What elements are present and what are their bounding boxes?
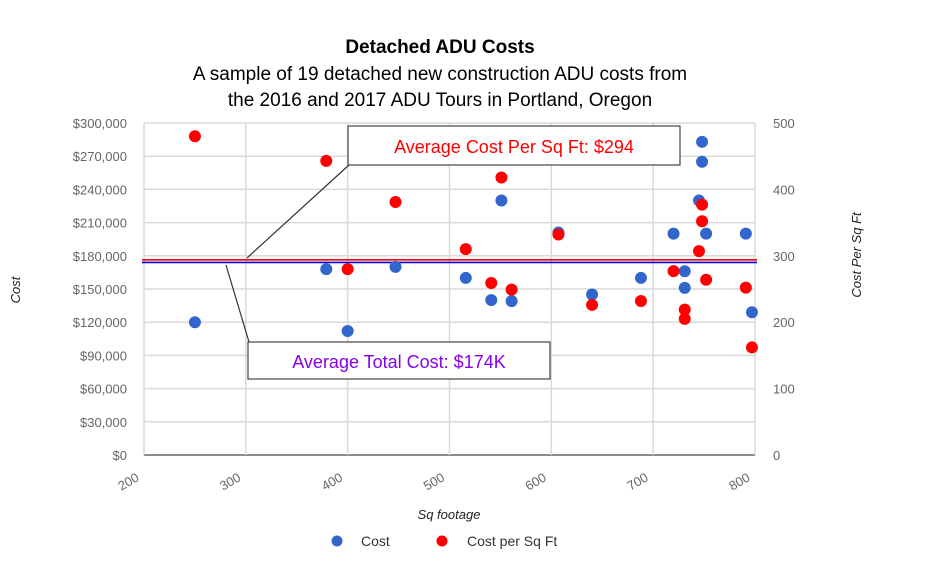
point-cost-per-sqft	[696, 198, 709, 211]
reference-lines	[142, 258, 757, 264]
y-tick-label: $150,000	[73, 282, 127, 297]
y-tick-label: $60,000	[80, 382, 127, 397]
x-tick-label: 300	[217, 470, 243, 494]
point-cost	[505, 295, 518, 308]
point-cost	[696, 135, 709, 148]
point-cost-per-sqft	[739, 281, 752, 294]
annotation-box	[347, 125, 681, 166]
y-tick-label: $270,000	[73, 149, 127, 164]
chart-title: Detached ADU Costs	[345, 37, 534, 58]
point-cost	[696, 155, 709, 168]
point-cost-per-sqft	[320, 154, 333, 167]
point-cost-per-sqft	[459, 243, 472, 256]
point-cost	[495, 194, 508, 207]
annotation-avg-total-cost: Average Total Cost: $174K	[225, 264, 551, 380]
annotation-leader-line	[246, 164, 350, 259]
point-cost-per-sqft	[495, 171, 508, 184]
point-cost-per-sqft	[667, 265, 680, 278]
x-tick-label: 600	[523, 470, 549, 494]
point-cost	[320, 263, 333, 276]
x-tick-label: 700	[624, 470, 650, 494]
point-cost-per-sqft	[389, 196, 402, 209]
point-cost	[485, 294, 498, 307]
x-tick-label: 500	[421, 470, 447, 494]
y2-tick-label: 100	[773, 382, 795, 397]
point-cost-per-sqft	[678, 312, 691, 325]
point-cost	[700, 227, 713, 240]
y2-tick-label: 500	[773, 116, 795, 131]
legend-marker-cost-per-sqft	[436, 535, 448, 547]
x-tick-label: 800	[726, 470, 752, 494]
legend: Cost Cost per Sq Ft	[331, 533, 557, 549]
y-axis-ticks: $0 $30,000 $60,000 $90,000 $120,000 $150,000 $…	[73, 116, 127, 463]
y2-tick-label: 0	[773, 448, 780, 463]
legend-label-cost-per-sqft: Cost per Sq Ft	[467, 533, 557, 549]
point-cost	[739, 227, 752, 240]
point-cost-per-sqft	[745, 341, 758, 354]
annotation-leader-line	[225, 264, 250, 343]
point-cost	[586, 288, 599, 301]
point-cost	[667, 227, 680, 240]
chart-subtitle-line-2: the 2016 and 2017 ADU Tours in Portland,…	[228, 90, 652, 111]
y2-tick-label: 300	[773, 249, 795, 264]
y2-axis-ticks: 0 100 200 300 400 500	[773, 116, 795, 463]
y2-tick-label: 200	[773, 315, 795, 330]
point-cost-per-sqft	[505, 283, 518, 296]
y-axis-title: Cost	[8, 275, 23, 303]
grid	[143, 122, 756, 456]
point-cost	[678, 265, 691, 278]
point-cost-per-sqft	[634, 294, 647, 307]
y-tick-label: $180,000	[73, 249, 127, 264]
point-cost	[459, 271, 472, 284]
point-cost-per-sqft	[696, 215, 709, 228]
point-cost-per-sqft	[552, 228, 565, 241]
point-cost	[745, 306, 758, 319]
point-cost-per-sqft	[586, 298, 599, 311]
annotation-text: Average Total Cost: $174K	[292, 352, 505, 372]
point-cost-per-sqft	[188, 130, 201, 143]
y2-axis-title: Cost Per Sq Ft	[849, 211, 864, 298]
point-cost	[678, 281, 691, 294]
chart-subtitle-line-1: A sample of 19 detached new construction…	[193, 64, 687, 85]
y-tick-label: $0	[113, 448, 127, 463]
x-axis-ticks: 200 300 400 500 600 700 800	[115, 470, 752, 494]
x-tick-label: 200	[115, 470, 141, 494]
annotation-text: Average Cost Per Sq Ft: $294	[394, 137, 634, 157]
point-cost-per-sqft	[341, 263, 354, 276]
point-cost	[634, 271, 647, 284]
y2-tick-label: 400	[773, 182, 795, 197]
y-tick-label: $90,000	[80, 348, 127, 363]
point-cost	[389, 260, 402, 273]
point-cost	[341, 325, 354, 338]
legend-label-cost: Cost	[361, 533, 390, 549]
point-cost	[188, 316, 201, 329]
x-tick-label: 400	[319, 470, 345, 494]
annotation-avg-cost-per-sqft: Average Cost Per Sq Ft: $294	[246, 125, 681, 259]
y-tick-label: $120,000	[73, 315, 127, 330]
point-cost-per-sqft	[485, 277, 498, 290]
annotation-box	[247, 341, 551, 380]
y-tick-label: $30,000	[80, 415, 127, 430]
point-cost-per-sqft	[692, 245, 705, 258]
point-cost-per-sqft	[678, 303, 691, 316]
data-points	[188, 130, 758, 354]
x-axis-title: Sq footage	[418, 507, 481, 522]
y-tick-label: $210,000	[73, 216, 127, 231]
point-cost-per-sqft	[700, 273, 713, 286]
y-tick-label: $240,000	[73, 182, 127, 197]
y-tick-label: $300,000	[73, 116, 127, 131]
legend-marker-cost	[331, 535, 343, 547]
